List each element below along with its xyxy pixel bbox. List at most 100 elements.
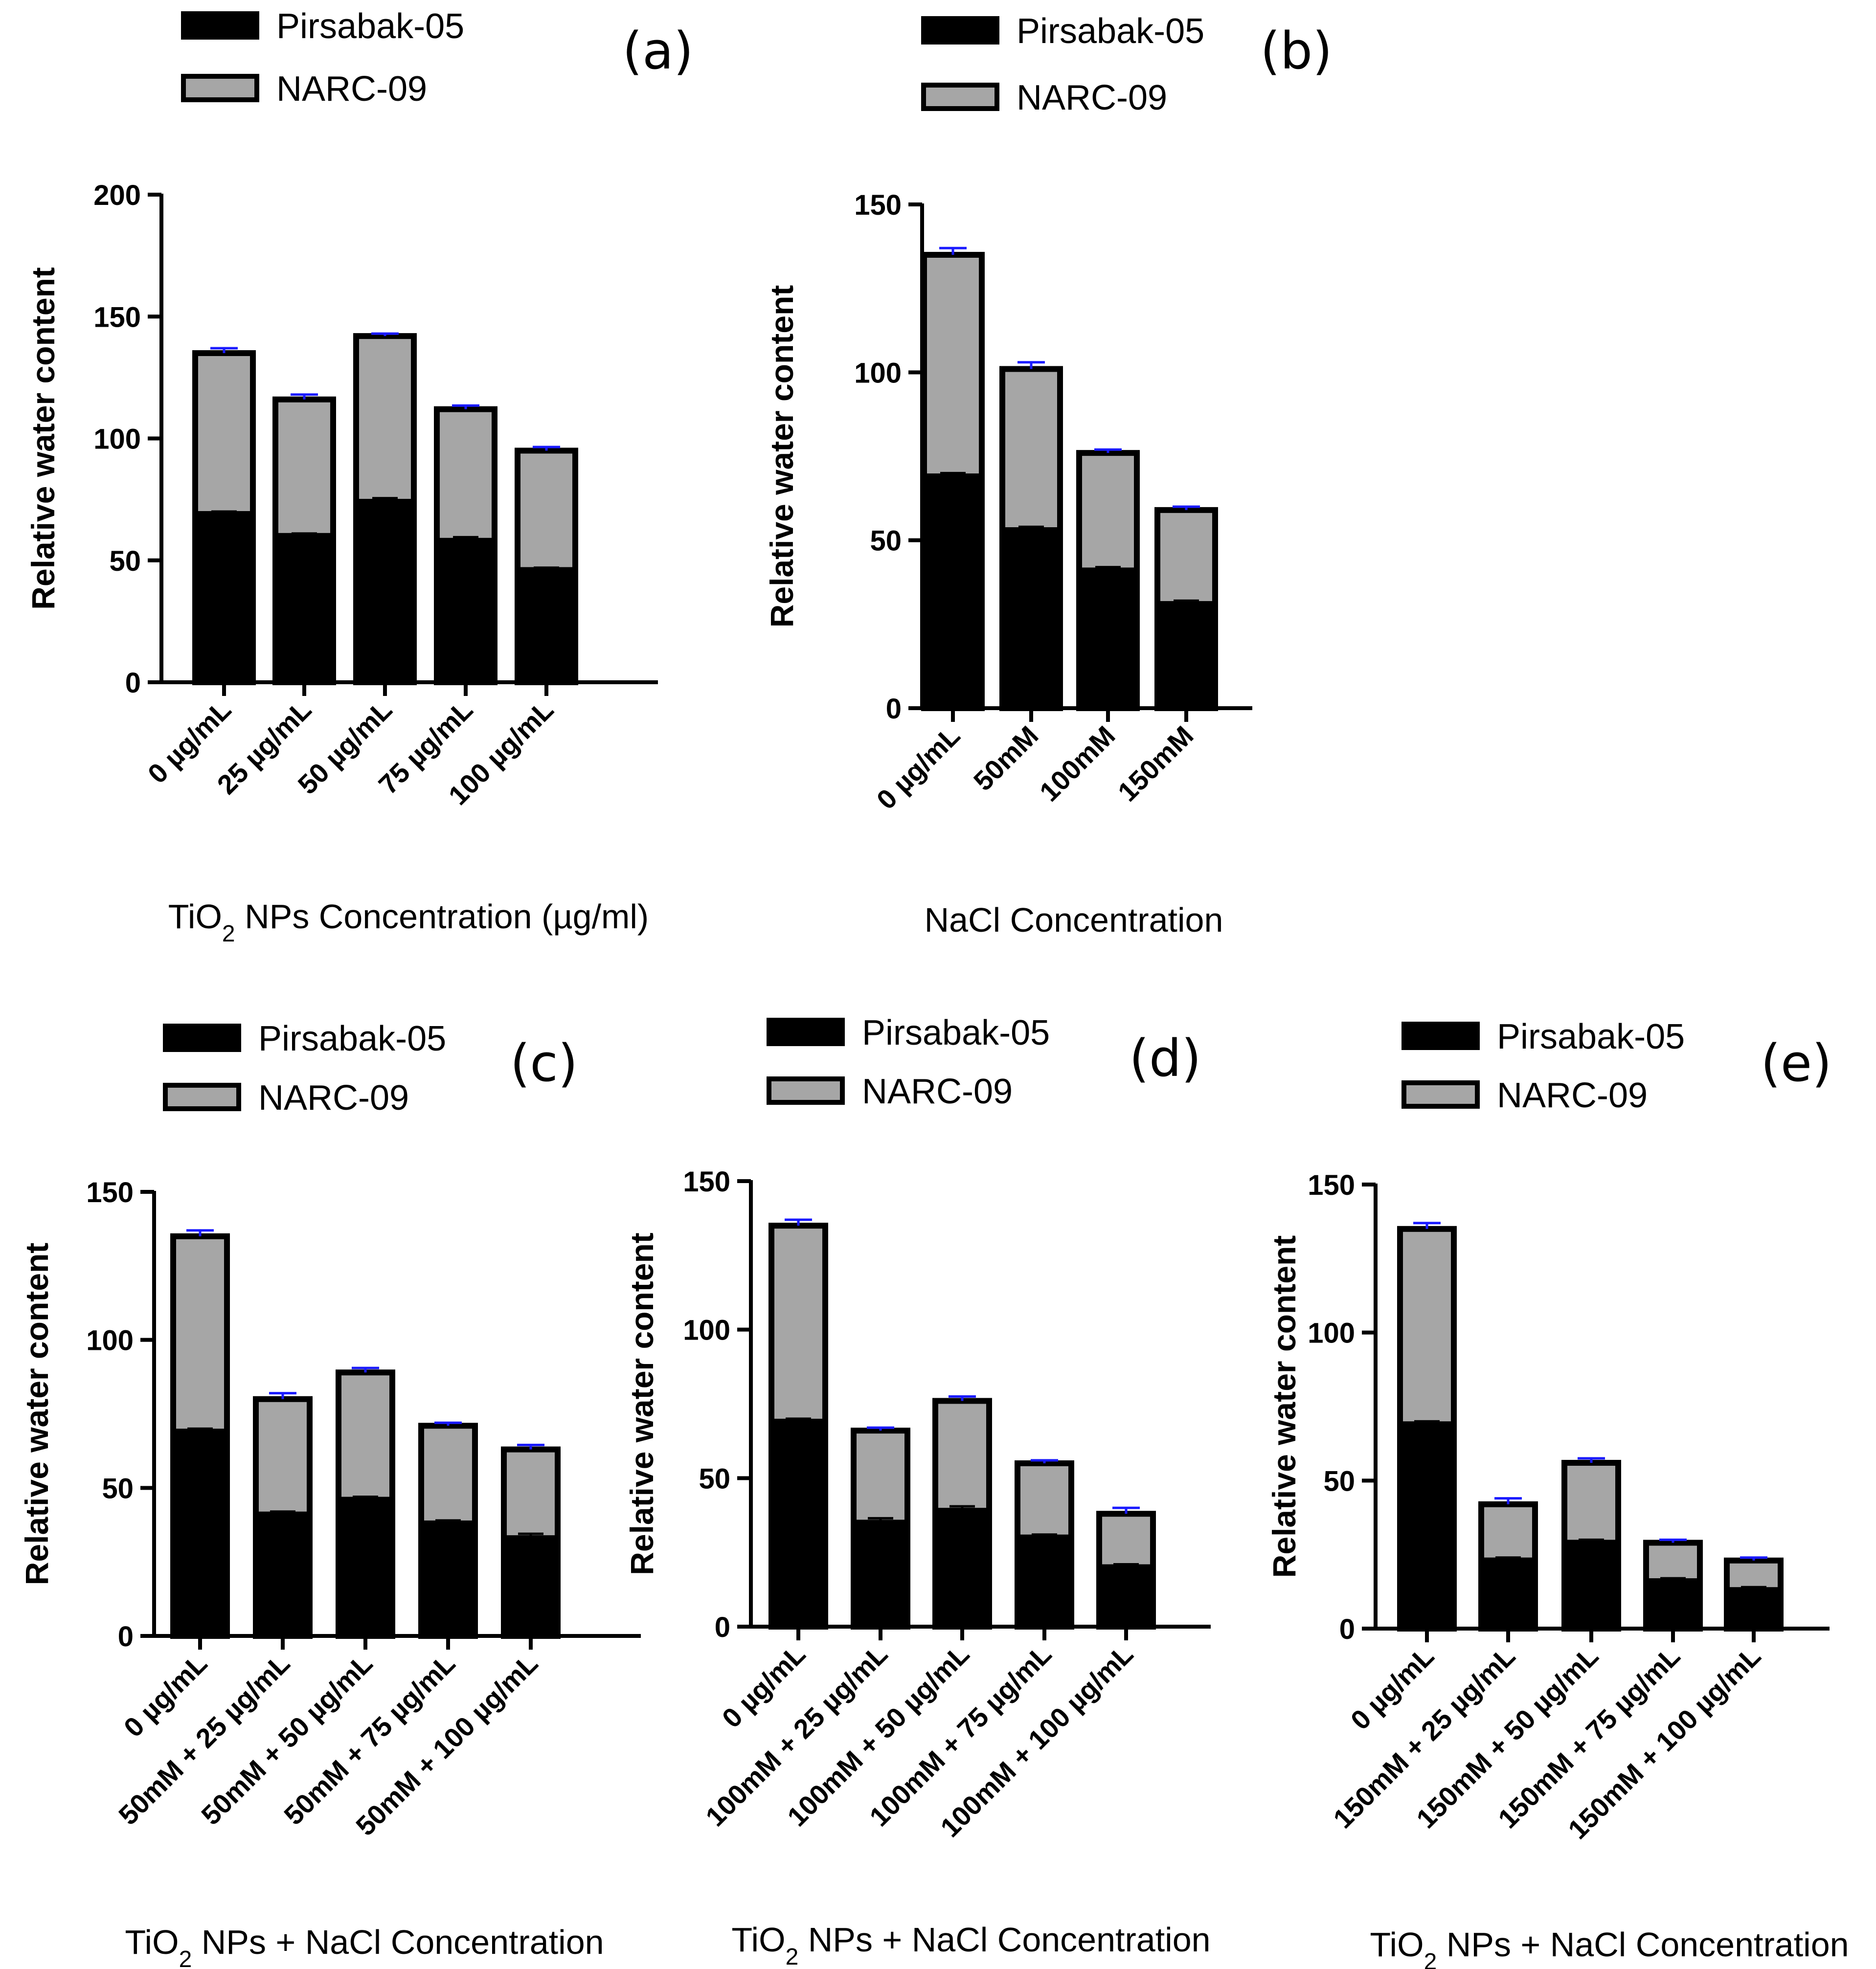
bar-pirsabak-05 bbox=[170, 1429, 230, 1639]
legend-swatch-pirsabak bbox=[163, 1024, 241, 1052]
bar-narc-09 bbox=[501, 1446, 561, 1542]
legend-label-pirsabak: Pirsabak-05 bbox=[1017, 12, 1204, 51]
bar-pirsabak-05 bbox=[434, 537, 497, 685]
bar-pirsabak-05 bbox=[999, 527, 1063, 711]
x-axis-label: TiO2 NPs + NaCl Concentration bbox=[1370, 1925, 1849, 1969]
y-tick-label: 50 bbox=[699, 1463, 730, 1495]
y-tick-label: 150 bbox=[1308, 1169, 1355, 1201]
bar-narc-09 bbox=[1154, 507, 1218, 607]
y-tick-label: 100 bbox=[854, 357, 902, 389]
x-tick-label: 100mM bbox=[1034, 720, 1121, 807]
y-tick-label: 0 bbox=[886, 693, 902, 725]
bar-pirsabak-05 bbox=[1154, 601, 1218, 711]
y-tick-label: 100 bbox=[1308, 1318, 1355, 1349]
chart-panel-b: Pirsabak-05 NARC-09 (b) 0 50 100 150 Relative w… bbox=[764, 12, 1333, 939]
bar-pirsabak-05 bbox=[253, 1511, 313, 1639]
bar-narc-09 bbox=[932, 1398, 992, 1514]
legend-swatch-pirsabak bbox=[1401, 1022, 1480, 1050]
legend-label-narc: NARC-09 bbox=[1497, 1076, 1648, 1115]
bar-narc-09 bbox=[1076, 450, 1140, 574]
y-tick-label: 50 bbox=[1323, 1465, 1355, 1497]
y-tick-label: 50 bbox=[870, 525, 902, 557]
x-axis-label: TiO2 NPs Concentration (µg/ml) bbox=[168, 897, 649, 947]
x-axis-label: NaCl Concentration bbox=[925, 901, 1223, 939]
y-tick-label: 0 bbox=[125, 667, 141, 699]
bar-pirsabak-05 bbox=[336, 1497, 395, 1639]
legend-label-narc: NARC-09 bbox=[276, 69, 427, 109]
bar-narc-09 bbox=[434, 406, 497, 544]
legend-swatch-pirsabak bbox=[921, 16, 999, 45]
chart-panel-c: Pirsabak-05 NARC-09 (c) 0 50 100 150 Relative w… bbox=[19, 1019, 641, 1969]
legend-label-narc: NARC-09 bbox=[862, 1072, 1013, 1111]
y-tick-label: 0 bbox=[118, 1621, 134, 1653]
bar-pirsabak-05 bbox=[501, 1535, 561, 1639]
legend-label-pirsabak: Pirsabak-05 bbox=[258, 1019, 446, 1058]
bar-pirsabak-05 bbox=[272, 533, 336, 686]
bar-pirsabak-05 bbox=[1076, 567, 1140, 711]
bar-narc-09 bbox=[1015, 1460, 1074, 1541]
bar-pirsabak-05 bbox=[418, 1520, 478, 1639]
x-axis-label: TiO2 NPs + NaCl Concentration bbox=[731, 1921, 1210, 1969]
bar-pirsabak-05 bbox=[768, 1418, 828, 1630]
panel-tag: (b) bbox=[1260, 21, 1332, 81]
bar-narc-09 bbox=[1561, 1460, 1621, 1546]
bar-pirsabak-05 bbox=[932, 1508, 992, 1630]
legend-label-pirsabak: Pirsabak-05 bbox=[276, 7, 464, 46]
bar-pirsabak-05 bbox=[353, 499, 417, 685]
legend-label-narc: NARC-09 bbox=[1017, 78, 1167, 117]
y-axis-label: Relative water content bbox=[1266, 1235, 1302, 1578]
legend-swatch-pirsabak bbox=[181, 11, 259, 40]
bar-narc-09 bbox=[1478, 1501, 1538, 1564]
chart-panel-d: Pirsabak-05 NARC-09 (d) 0 50 100 150 Relative w… bbox=[624, 1013, 1211, 1969]
legend-swatch-narc bbox=[181, 74, 259, 102]
bar-pirsabak-05 bbox=[1096, 1564, 1156, 1630]
bar-narc-09 bbox=[418, 1423, 478, 1526]
y-axis-label: Relative water content bbox=[25, 267, 61, 610]
bar-narc-09 bbox=[768, 1223, 828, 1425]
panel-tag: (a) bbox=[623, 21, 694, 81]
y-tick-label: 150 bbox=[683, 1166, 730, 1198]
bar-narc-09 bbox=[999, 366, 1063, 534]
legend-swatch-narc bbox=[767, 1076, 845, 1105]
y-tick-label: 100 bbox=[683, 1315, 730, 1346]
legend-swatch-pirsabak bbox=[767, 1018, 845, 1046]
bar-narc-09 bbox=[272, 396, 336, 539]
y-tick-label: 150 bbox=[854, 189, 902, 221]
bar-narc-09 bbox=[253, 1396, 313, 1518]
y-tick-label: 50 bbox=[102, 1473, 134, 1504]
bar-narc-09 bbox=[851, 1428, 910, 1526]
bar-narc-09 bbox=[353, 333, 417, 505]
x-tick-label: 50mM bbox=[968, 720, 1044, 797]
y-tick-label: 50 bbox=[109, 545, 141, 577]
bar-narc-09 bbox=[1397, 1226, 1457, 1428]
chart-panel-a: Pirsabak-05 NARC-09 (a) 0 50 100 150 200 Relativ… bbox=[25, 7, 693, 947]
x-tick-label: 150mM bbox=[1112, 720, 1199, 807]
y-tick-label: 150 bbox=[93, 301, 141, 333]
bar-narc-09 bbox=[1724, 1557, 1784, 1593]
bar-pirsabak-05 bbox=[1015, 1534, 1074, 1630]
bar-narc-09 bbox=[336, 1369, 395, 1503]
bar-pirsabak-05 bbox=[1724, 1587, 1784, 1632]
x-axis-label: TiO2 NPs + NaCl Concentration bbox=[125, 1923, 604, 1969]
panel-tag: (c) bbox=[510, 1033, 578, 1093]
y-tick-label: 0 bbox=[1339, 1613, 1355, 1645]
x-tick-label: 0 µg/mL bbox=[871, 720, 966, 815]
legend-label-pirsabak: Pirsabak-05 bbox=[862, 1013, 1050, 1052]
y-tick-label: 150 bbox=[86, 1177, 134, 1208]
y-tick-label: 100 bbox=[93, 424, 141, 455]
panel-tag: (d) bbox=[1129, 1029, 1201, 1088]
bar-pirsabak-05 bbox=[921, 473, 985, 711]
panel-tag: (e) bbox=[1761, 1033, 1831, 1093]
bar-narc-09 bbox=[1643, 1540, 1703, 1585]
y-tick-label: 0 bbox=[715, 1611, 730, 1643]
legend-swatch-narc bbox=[1401, 1080, 1480, 1109]
y-tick-label: 200 bbox=[93, 179, 141, 211]
bar-pirsabak-05 bbox=[1397, 1421, 1457, 1632]
bar-pirsabak-05 bbox=[1561, 1540, 1621, 1632]
bar-narc-09 bbox=[921, 252, 985, 480]
legend-label-pirsabak: Pirsabak-05 bbox=[1497, 1017, 1685, 1056]
y-axis-label: Relative water content bbox=[764, 285, 800, 628]
bar-narc-09 bbox=[515, 448, 578, 573]
bar-narc-09 bbox=[1096, 1511, 1156, 1570]
